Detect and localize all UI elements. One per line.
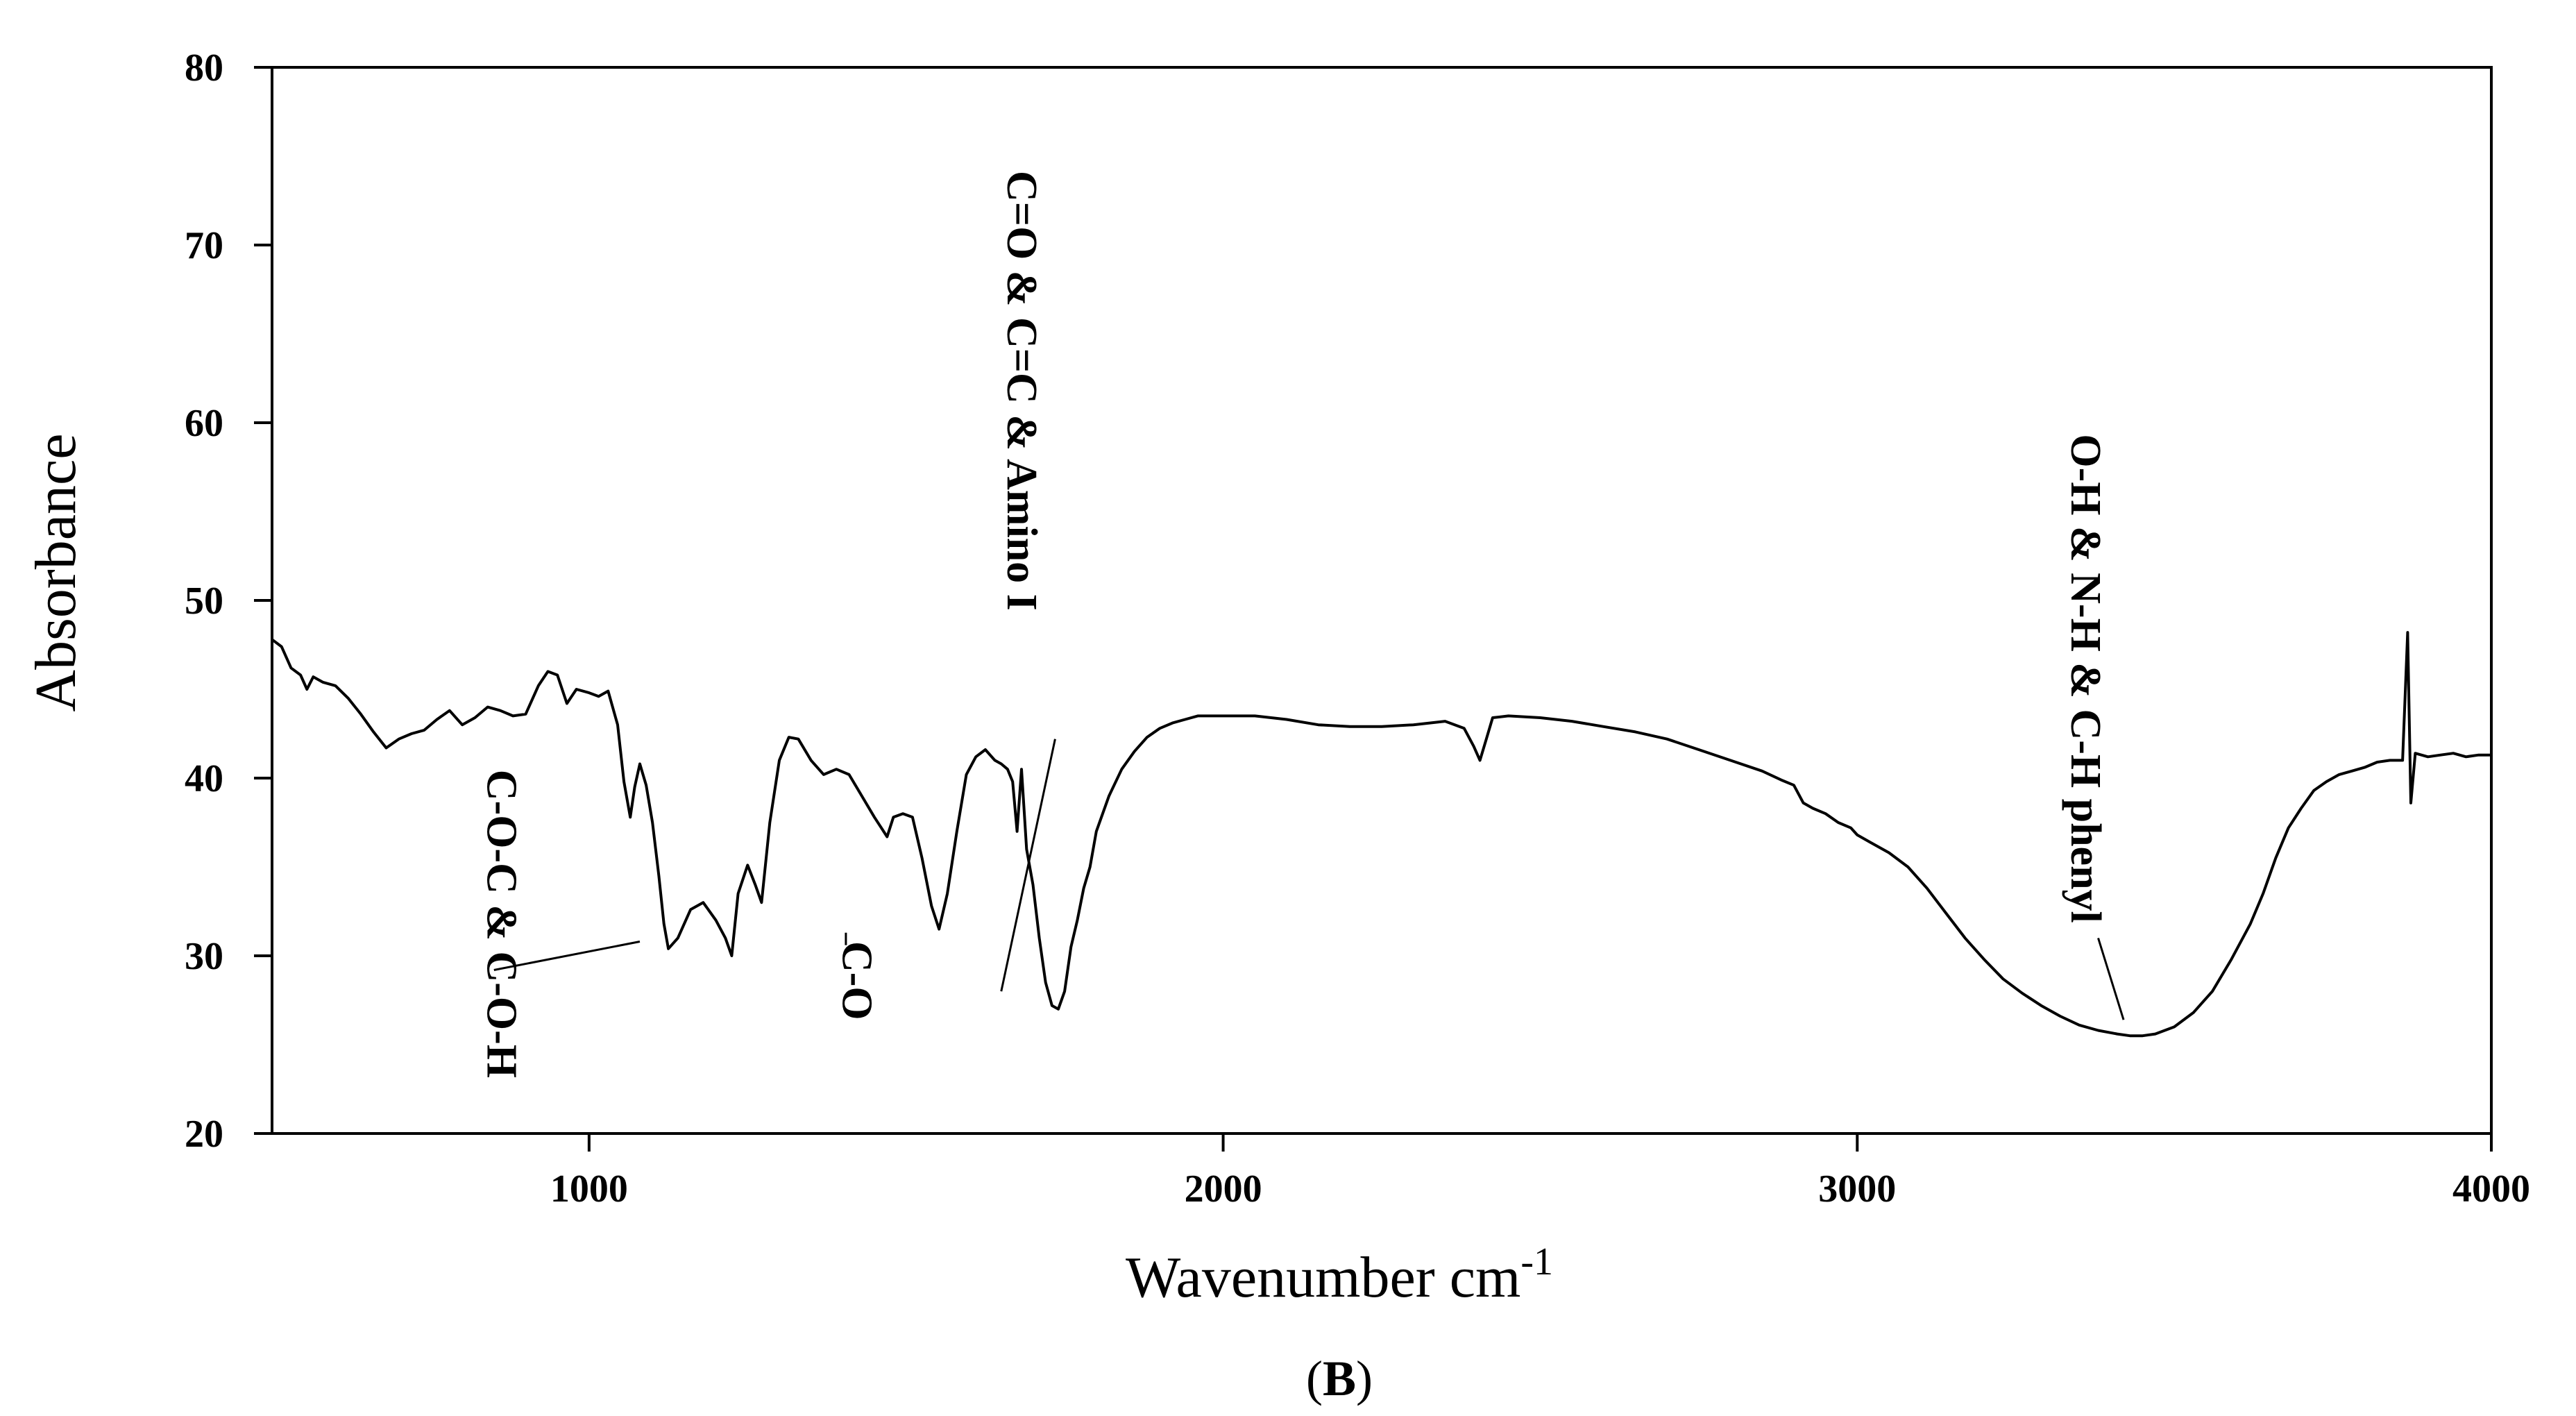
plot-area-border [271, 66, 2493, 1135]
y-tick-label: 80 [185, 47, 223, 90]
x-axis-title-text: Wavenumber cm [1126, 1245, 1520, 1310]
annotation-label: C=O & C=C & Amino I [998, 171, 1045, 611]
x-axis-title-superscript: -1 [1520, 1240, 1553, 1283]
y-axis-ticks: 20 30 40 50 60 70 80 [185, 47, 272, 1156]
annotation-label: C-O [833, 941, 880, 1020]
annotation-leader-line [2097, 937, 2125, 1020]
annotation-leader-line [493, 941, 641, 971]
y-tick-label: 60 [185, 402, 223, 445]
y-axis-title: Absorbance [24, 433, 88, 711]
x-axis-ticks: 1000 2000 3000 4000 [550, 1133, 2530, 1211]
annotation-label: O-H & N-H & C-H phenyl [2062, 434, 2109, 922]
x-axis-title: Wavenumber cm-1 [1126, 1240, 1553, 1310]
y-tick-label: 50 [185, 580, 223, 623]
y-tick-label: 20 [185, 1113, 223, 1156]
series-line [271, 631, 2491, 1038]
plot-frame [271, 66, 2493, 1135]
x-tick-label: 2000 [1185, 1168, 1262, 1211]
y-tick-label: 70 [185, 224, 223, 267]
y-tick-label: 30 [185, 935, 223, 978]
panel-label: (B) [1306, 1351, 1373, 1406]
peak-annotations: C-O-C & C-O-H C-O C=O & C=C & Amino I O-H &… [478, 171, 2125, 1078]
x-tick-label: 1000 [550, 1168, 628, 1211]
y-tick-label: 40 [185, 757, 223, 800]
x-tick-label: 3000 [1818, 1168, 1896, 1211]
annotation-leader-line [1000, 739, 1056, 992]
panel-letter: B [1323, 1351, 1356, 1406]
annotation-label: C-O-C & C-O-H [478, 770, 525, 1078]
x-tick-label: 4000 [2452, 1168, 2530, 1211]
